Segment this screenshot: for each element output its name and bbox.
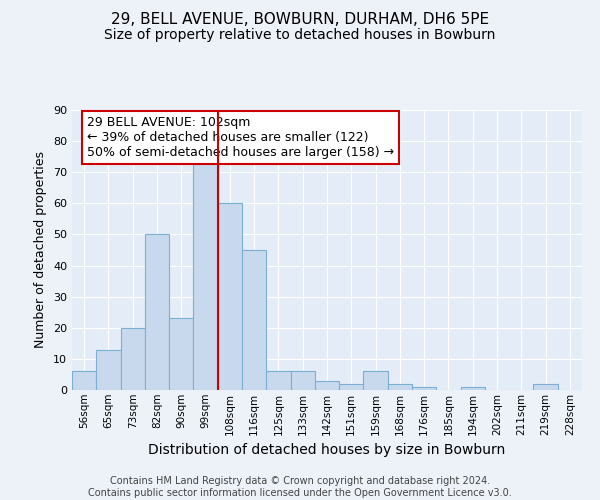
Bar	[72, 372, 96, 390]
Text: 29, BELL AVENUE, BOWBURN, DURHAM, DH6 5PE: 29, BELL AVENUE, BOWBURN, DURHAM, DH6 5P…	[111, 12, 489, 28]
Bar	[96, 350, 121, 390]
X-axis label: Distribution of detached houses by size in Bowburn: Distribution of detached houses by size …	[148, 443, 506, 457]
Bar	[412, 387, 436, 390]
Text: Contains HM Land Registry data © Crown copyright and database right 2024.: Contains HM Land Registry data © Crown c…	[110, 476, 490, 486]
Bar	[290, 372, 315, 390]
Text: 29 BELL AVENUE: 102sqm
← 39% of detached houses are smaller (122)
50% of semi-de: 29 BELL AVENUE: 102sqm ← 39% of detached…	[88, 116, 394, 158]
Bar	[193, 163, 218, 390]
Bar	[218, 204, 242, 390]
Text: Size of property relative to detached houses in Bowburn: Size of property relative to detached ho…	[104, 28, 496, 42]
Bar	[533, 384, 558, 390]
Bar	[315, 380, 339, 390]
Bar	[242, 250, 266, 390]
Bar	[145, 234, 169, 390]
Bar	[169, 318, 193, 390]
Bar	[461, 387, 485, 390]
Text: Contains public sector information licensed under the Open Government Licence v3: Contains public sector information licen…	[88, 488, 512, 498]
Bar	[339, 384, 364, 390]
Y-axis label: Number of detached properties: Number of detached properties	[34, 152, 47, 348]
Bar	[121, 328, 145, 390]
Bar	[388, 384, 412, 390]
Bar	[364, 372, 388, 390]
Bar	[266, 372, 290, 390]
